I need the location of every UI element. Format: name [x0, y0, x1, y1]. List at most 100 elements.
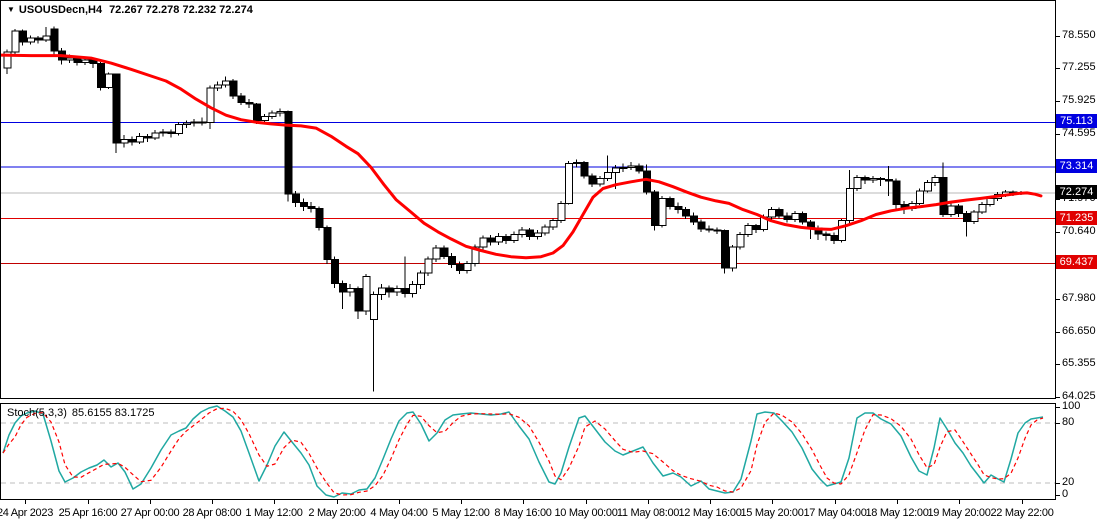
stochastic-chart-canvas[interactable] [1, 404, 1055, 499]
price-badge: 75.113 [1056, 114, 1097, 129]
candle-bearish [861, 176, 870, 181]
time-label: 19 May 20:00 [927, 507, 991, 519]
candle-bullish [424, 258, 433, 274]
stoch-k-line[interactable] [2, 405, 1044, 498]
candle-bullish [159, 131, 168, 134]
time-label: 10 May 00:00 [554, 507, 618, 519]
candle-bearish [487, 237, 496, 243]
stoch-tick-label: 20 [1062, 476, 1075, 488]
price-tick-mark [1055, 298, 1060, 300]
candle-bullish [42, 35, 51, 41]
candle-bearish [299, 202, 308, 208]
stoch-tick-mark [1055, 495, 1060, 496]
candle-bullish [370, 294, 379, 321]
candle-bearish [682, 209, 691, 217]
candle-bullish [947, 205, 956, 216]
candle-bullish [362, 276, 371, 312]
candle-bullish [260, 116, 269, 122]
stoch-tick-label: 80 [1062, 416, 1075, 428]
candle-bearish [877, 178, 886, 180]
candle-bearish [939, 176, 948, 216]
stoch-signal-line[interactable] [2, 407, 1044, 496]
candle-bearish [112, 73, 121, 144]
symbol-period-label: USOUSDecn,H4 [18, 4, 103, 16]
candle-bullish [791, 212, 800, 221]
candle-bearish [143, 135, 152, 139]
candle-bearish [19, 30, 28, 43]
main-chart-panel[interactable]: ▼ USOUSDecn,H4 72.267 72.278 72.232 72.274 [0, 0, 1056, 399]
candle-bearish [198, 121, 207, 124]
price-tick-label: 77.255 [1062, 61, 1096, 74]
time-label: 22 May 22:00 [990, 507, 1054, 519]
candle-bearish [253, 103, 262, 122]
time-tick-mark [523, 500, 524, 504]
candle-bullish [627, 165, 636, 168]
time-tick-mark [959, 500, 960, 504]
price-tick-mark [1055, 199, 1060, 201]
price-tick-label: 75.925 [1062, 94, 1096, 107]
time-tick-mark [897, 500, 898, 504]
stoch-tick-mark [1055, 407, 1060, 408]
candle-bearish [783, 215, 792, 221]
time-tick-mark [772, 500, 773, 504]
candle-bullish [604, 171, 613, 180]
candle-bearish [455, 264, 464, 271]
candle-bullish [136, 135, 145, 143]
time-tick-mark [835, 500, 836, 504]
stoch-tick-mark [1055, 423, 1060, 424]
candle-bearish [580, 161, 589, 177]
candle-bearish [315, 207, 324, 228]
candle-bullish [26, 37, 35, 43]
candle-bullish [869, 178, 878, 181]
stoch-tick-label: 0 [1062, 488, 1069, 500]
candle-bullish [416, 272, 425, 286]
stoch-tick-mark [1055, 483, 1060, 484]
candle-bullish [533, 232, 542, 237]
candle-bearish [830, 235, 839, 242]
candle-bearish [721, 229, 730, 269]
price-badge: 69.437 [1056, 255, 1097, 270]
candle-bearish [822, 233, 831, 237]
candle-bearish [34, 37, 43, 41]
candle-bearish [650, 191, 659, 227]
candle-bullish [541, 226, 550, 234]
candle-bullish [276, 111, 285, 114]
time-tick-mark [25, 500, 26, 504]
candle-bullish [81, 59, 90, 64]
price-tick-mark [1055, 331, 1060, 333]
time-label: 17 May 04:00 [803, 507, 867, 519]
time-tick-mark [399, 500, 400, 504]
candle-bullish [986, 197, 995, 206]
candle-bearish [167, 131, 176, 135]
stochastic-panel[interactable]: Stoch(5,3,3) 85.6155 83.1725 [0, 403, 1056, 500]
candle-bearish [635, 165, 644, 172]
candle-bearish [502, 235, 511, 242]
candle-bullish [346, 288, 355, 293]
candle-bearish [73, 57, 82, 64]
candle-bullish [104, 73, 113, 88]
time-label: 24 Apr 2023 [0, 507, 54, 519]
candle-bullish [268, 112, 277, 117]
candle-bearish [229, 80, 238, 97]
candle-bullish [916, 190, 925, 204]
candle-bullish [221, 80, 230, 86]
candle-bullish [120, 139, 129, 144]
candle-bearish [674, 206, 683, 211]
price-tick-label: 67.980 [1062, 291, 1096, 304]
candle-bearish [385, 287, 394, 293]
candle-bullish [853, 176, 862, 190]
candle-bullish [931, 176, 940, 183]
price-axis[interactable]: 78.55077.25575.92574.59573.26571.97070.6… [1055, 0, 1097, 527]
symbol-dropdown-icon[interactable]: ▼ [7, 5, 15, 14]
candlestick-chart-canvas[interactable] [1, 1, 1055, 398]
candle-bearish [752, 225, 761, 230]
candle-bullish [557, 203, 566, 222]
stoch-tick-label: 100 [1062, 400, 1081, 412]
moving-average-line[interactable] [1, 53, 1043, 260]
time-axis[interactable]: 24 Apr 2023 25 Apr 16:00 27 Apr 00:00 28 Ap… [0, 500, 1056, 527]
candle-bearish [331, 259, 340, 285]
candle-bullish [479, 237, 488, 248]
time-label: 28 Apr 08:00 [182, 507, 242, 519]
price-tick-label: 66.650 [1062, 324, 1096, 337]
